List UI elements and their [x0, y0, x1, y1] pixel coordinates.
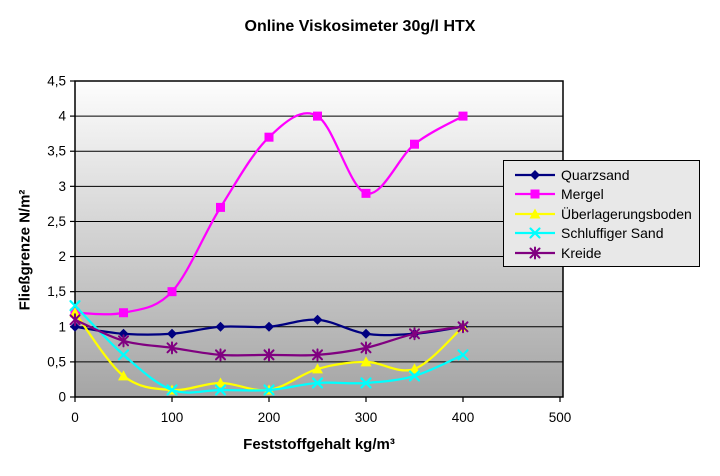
marker-asterisk	[312, 348, 323, 362]
y-tick-label: 4,5	[47, 74, 66, 89]
marker-diamond	[167, 328, 177, 339]
marker-x	[311, 377, 324, 389]
marker-x	[263, 384, 275, 396]
marker-square	[167, 287, 177, 297]
chart-title: Online Viskosimeter 30g/l HTX	[244, 18, 476, 35]
marker-asterisk	[409, 327, 420, 341]
marker-triangle	[312, 363, 323, 374]
marker-asterisk	[457, 320, 469, 334]
marker-x	[117, 349, 130, 361]
series-kreide	[69, 313, 469, 362]
marker-triangle	[360, 356, 372, 367]
marker-square	[119, 308, 128, 318]
legend-key-quarzsand	[515, 169, 555, 180]
legend-key-schluffiger-sand	[515, 227, 555, 239]
marker-diamond	[312, 314, 323, 325]
legend-item-kreide: Kreide	[504, 243, 699, 263]
marker-x	[360, 377, 372, 389]
marker-diamond	[215, 321, 226, 332]
y-tick-label: 2	[58, 249, 66, 264]
y-tick-label: 4	[58, 109, 66, 124]
marker-x	[166, 384, 178, 396]
x-tick-label: 500	[549, 410, 572, 425]
marker-square	[313, 111, 322, 121]
legend-label-quarzsand: Quarzsand	[561, 166, 630, 183]
marker-x	[69, 300, 81, 312]
marker-diamond	[264, 321, 274, 332]
legend-key-mergel	[515, 189, 555, 199]
y-tick-label: 0	[58, 390, 66, 405]
legend-key--berlagerungsboden	[515, 208, 555, 219]
x-axis-title: Feststoffgehalt kg/m³	[243, 436, 395, 453]
y-tick-label: 1,5	[47, 284, 66, 299]
marker-diamond	[118, 328, 129, 339]
marker-triangle	[215, 377, 226, 388]
marker-asterisk	[215, 348, 226, 362]
marker-asterisk	[166, 341, 178, 355]
legend-label-mergel: Mergel	[561, 186, 604, 203]
legend-item-quarzsand: Quarzsand	[504, 165, 699, 185]
legend-key-kreide	[515, 246, 555, 260]
y-tick-label: 2,5	[47, 214, 66, 229]
x-tick-label: 100	[161, 410, 184, 425]
marker-triangle	[409, 363, 420, 374]
legend-label--berlagerungsboden: Überlagerungsboden	[561, 205, 692, 222]
marker-square	[361, 188, 371, 198]
legend: Quarzsand Mergel Überlagerungsboden Schluff…	[503, 160, 700, 267]
y-tick-label: 1	[58, 319, 66, 334]
plot-area-background	[75, 81, 563, 397]
legend-item--berlagerungsboden: Überlagerungsboden	[504, 204, 699, 224]
marker-square	[216, 202, 225, 212]
marker-asterisk	[360, 341, 372, 355]
series-schluffiger-sand	[69, 300, 469, 396]
marker-triangle	[118, 370, 129, 381]
marker-x	[214, 384, 227, 396]
x-tick-label: 300	[355, 410, 378, 425]
marker-diamond	[70, 321, 80, 332]
marker-x	[457, 349, 469, 361]
legend-item-mergel: Mergel	[504, 185, 699, 205]
marker-asterisk	[69, 313, 81, 327]
y-tick-label: 3	[58, 179, 66, 194]
marker-square	[264, 132, 274, 142]
legend-label-kreide: Kreide	[561, 244, 602, 261]
legend-item-schluffiger-sand: Schluffiger Sand	[504, 224, 699, 244]
marker-x	[408, 370, 421, 382]
y-axis-title: Fließgrenze N/m²	[16, 189, 34, 311]
marker-asterisk	[118, 334, 129, 348]
x-tick-label: 0	[71, 410, 79, 425]
marker-triangle	[69, 307, 81, 318]
legend-marker-asterisk	[529, 246, 541, 260]
marker-square	[410, 139, 419, 149]
legend-marker-diamond	[530, 169, 540, 180]
marker-square	[458, 111, 468, 121]
x-tick-label: 200	[258, 410, 281, 425]
marker-asterisk	[263, 348, 275, 362]
y-tick-label: 0,5	[47, 354, 66, 369]
legend-marker-x	[529, 227, 541, 239]
x-tick-label: 400	[452, 410, 475, 425]
legend-marker-square	[530, 189, 540, 199]
marker-diamond	[361, 328, 371, 339]
legend-marker-triangle	[529, 208, 541, 219]
legend-label-schluffiger-sand: Schluffiger Sand	[561, 225, 664, 242]
y-tick-label: 3,5	[47, 144, 66, 159]
